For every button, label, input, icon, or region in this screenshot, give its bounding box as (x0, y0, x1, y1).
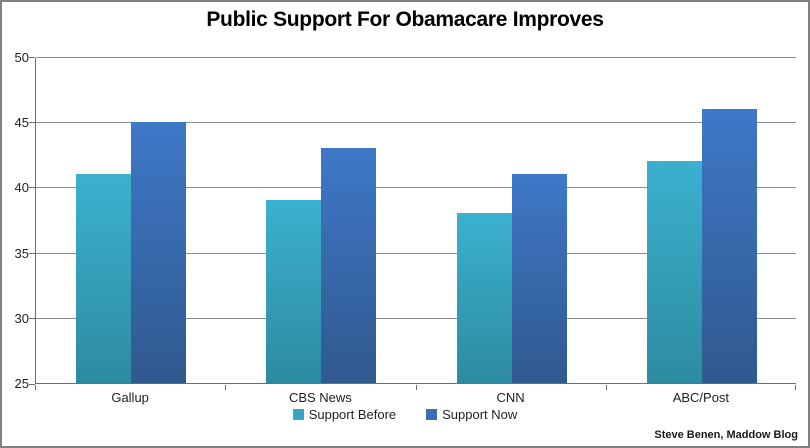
gridline-y-35 (36, 252, 796, 254)
y-axis-tick-25 (29, 384, 35, 385)
x-axis-tick-1 (225, 385, 226, 390)
bar-support-now-gallup (131, 122, 186, 383)
y-axis-tick-50 (29, 57, 35, 58)
y-axis-tick-45 (29, 122, 35, 124)
y-axis-tick-40 (29, 187, 35, 189)
y-axis-tick-30 (29, 317, 35, 319)
legend: Support Before Support Now (2, 407, 808, 422)
legend-swatch-support-now (426, 409, 438, 420)
y-tick-label-30: 30 (14, 310, 29, 326)
bar-support-before-cnn (457, 213, 512, 383)
x-category-label-gallup: Gallup (111, 390, 149, 405)
y-tick-label-25: 25 (14, 376, 29, 391)
x-category-label-abc-post: ABC/Post (672, 390, 730, 405)
x-axis-tick-2 (416, 385, 417, 390)
legend-label-support-now: Support Now (442, 407, 518, 422)
y-tick-label-35: 35 (14, 245, 29, 261)
x-category-label-cbs-news: CBS News (288, 390, 352, 405)
x-axis-tick-3 (606, 385, 607, 390)
x-category-label-cnn: CNN (496, 390, 525, 405)
y-tick-label-50: 50 (14, 50, 29, 65)
x-axis-tick-4 (795, 385, 796, 390)
gridline-y-45 (36, 122, 796, 124)
gridline-y-30 (36, 317, 796, 319)
legend-item-support-before: Support Before (292, 407, 397, 422)
bar-support-before-gallup (76, 174, 131, 383)
y-tick-label-45: 45 (14, 115, 29, 131)
legend-label-support-before: Support Before (308, 407, 397, 422)
bar-support-now-cnn (512, 174, 567, 383)
y-axis-tick-35 (29, 252, 35, 254)
plot-area (35, 57, 796, 384)
bar-support-now-cbs-news (321, 148, 376, 383)
gridline-y-50 (36, 57, 796, 58)
bar-support-before-cbs-news (266, 200, 321, 383)
x-axis-tick-0 (35, 385, 36, 390)
chart-title: Public Support For Obamacare Improves (206, 8, 604, 31)
attribution-text: Steve Benen, Maddow Blog (654, 429, 798, 441)
legend-item-support-now: Support Now (426, 407, 517, 422)
legend-swatch-support-before (292, 409, 304, 420)
bar-support-before-abc-post (647, 161, 702, 383)
y-tick-label-40: 40 (14, 180, 29, 196)
gridline-y-40 (36, 187, 796, 189)
bar-support-now-abc-post (702, 109, 757, 383)
